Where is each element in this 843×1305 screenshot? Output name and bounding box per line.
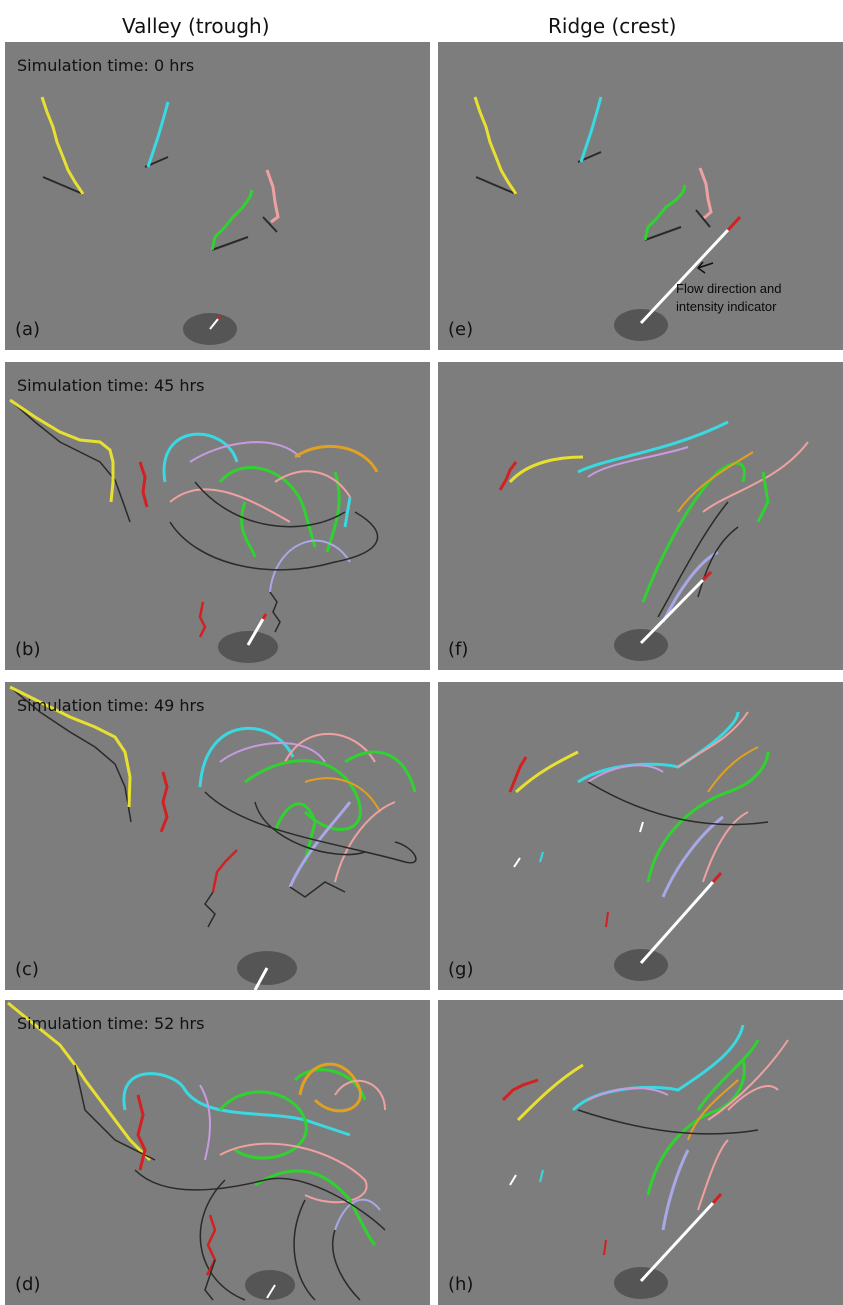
simulation-render-h bbox=[501, 1024, 789, 1299]
sim-time-d: Simulation time: 52 hrs bbox=[17, 1014, 205, 1033]
annotation-line-1: Flow direction and bbox=[676, 281, 782, 296]
panel-label-b: (b) bbox=[15, 639, 41, 660]
panel-d: Simulation time: 52 hrs (d) bbox=[5, 1000, 430, 1305]
panel-label-g: (g) bbox=[448, 959, 474, 980]
simulation-render-b bbox=[9, 398, 379, 663]
column-title-right: Ridge (crest) bbox=[548, 14, 677, 38]
simulation-render-e bbox=[473, 96, 742, 341]
column-title-left: Valley (trough) bbox=[122, 14, 270, 38]
sim-time-c: Simulation time: 49 hrs bbox=[17, 696, 205, 715]
panel-c: Simulation time: 49 hrs (c) bbox=[5, 682, 430, 990]
panel-label-d: (d) bbox=[15, 1274, 41, 1295]
panel-label-h: (h) bbox=[448, 1274, 474, 1295]
panel-h: (h) bbox=[438, 1000, 843, 1305]
annotation-line-2: intensity indicator bbox=[676, 299, 777, 314]
panel-label-a: (a) bbox=[15, 319, 41, 340]
panel-label-f: (f) bbox=[448, 639, 469, 660]
panel-e: Flow direction and intensity indicator (… bbox=[438, 42, 843, 350]
simulation-render-c bbox=[9, 685, 417, 990]
flow-indicator-annotation: Flow direction and intensity indicator bbox=[676, 280, 782, 316]
panel-f: (f) bbox=[438, 362, 843, 670]
annotation-arrow bbox=[697, 262, 714, 269]
sim-time-a: Simulation time: 0 hrs bbox=[17, 56, 195, 75]
panel-g: (g) bbox=[438, 682, 843, 990]
panel-label-e: (e) bbox=[448, 319, 474, 340]
panel-b: Simulation time: 45 hrs (b) bbox=[5, 362, 430, 670]
simulation-render-a bbox=[40, 96, 280, 345]
simulation-render-g bbox=[508, 711, 770, 981]
simulation-render-f bbox=[498, 420, 809, 661]
sim-time-b: Simulation time: 45 hrs bbox=[17, 376, 205, 395]
panel-label-c: (c) bbox=[15, 959, 39, 980]
simulation-render-d bbox=[7, 1001, 386, 1301]
panel-a: Simulation time: 0 hrs (a) bbox=[5, 42, 430, 350]
